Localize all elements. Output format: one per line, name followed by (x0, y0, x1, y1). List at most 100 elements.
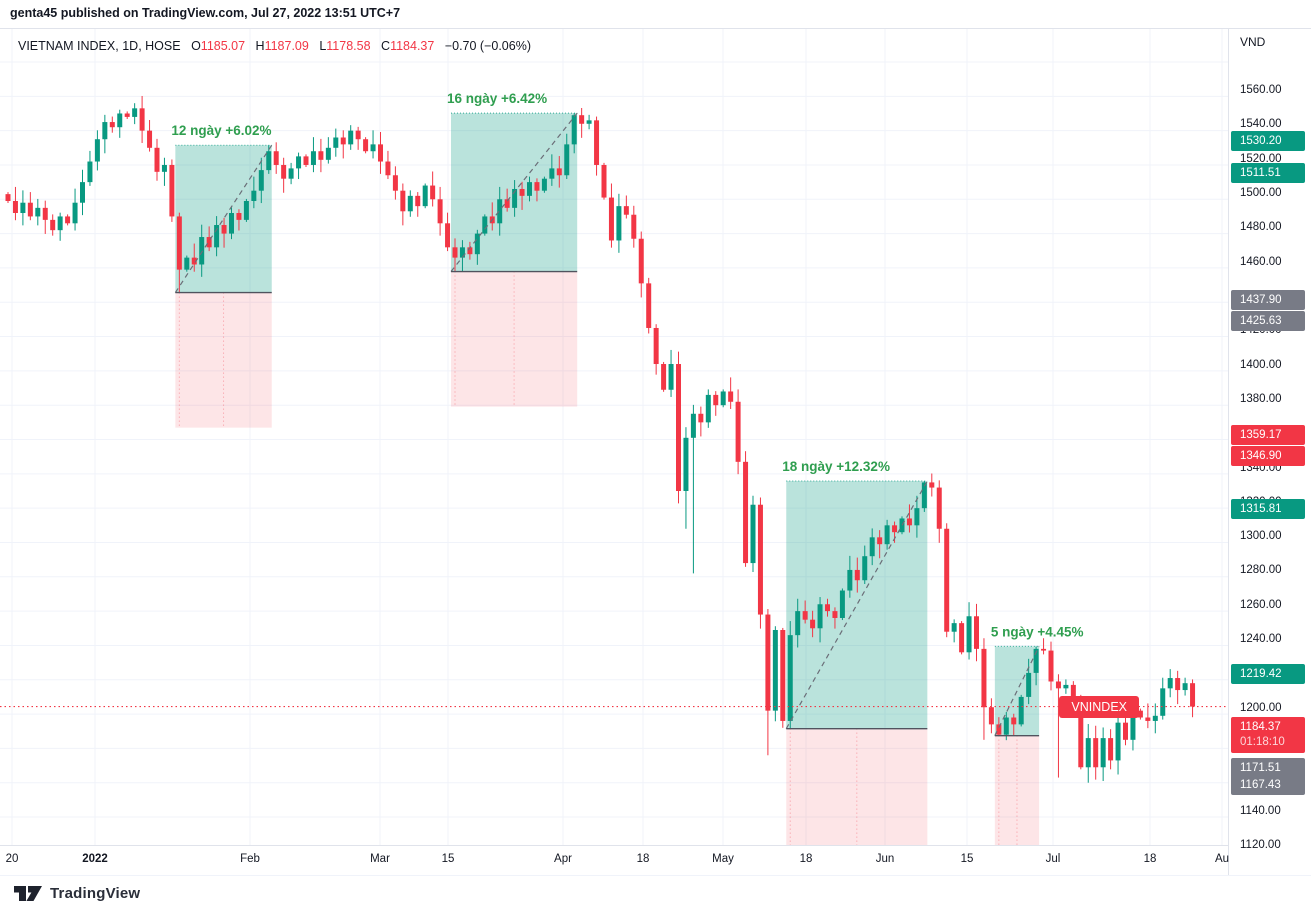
symbol-legend[interactable]: VIETNAM INDEX, 1D, HOSE O1185.07 H1187.0… (18, 39, 531, 53)
candle-body (20, 202, 26, 214)
candle-body (936, 487, 942, 529)
candle-body (966, 616, 972, 653)
open-value: 1185.07 (200, 39, 246, 53)
current-price-badge: 1184.37 01:18:10 (1231, 716, 1305, 753)
price-axis-label: 1120.00 (1240, 839, 1281, 852)
time-axis-label: 18 (1143, 853, 1157, 865)
candle-body (102, 122, 108, 140)
candle-body (631, 214, 637, 239)
price-axis[interactable]: VND 1560.00 1540.00 1520.00 1500.00 1480.00 1… (1228, 28, 1311, 876)
candle-body (854, 569, 860, 581)
candle-body (281, 164, 287, 179)
tradingview-logo-text: TradingView (50, 885, 141, 902)
time-axis-label: 15 (960, 853, 974, 865)
candle-body (594, 120, 600, 165)
candle-body (296, 156, 302, 169)
price-level-badge: 1511.51 (1231, 163, 1305, 184)
candle-body (527, 182, 532, 196)
candle-body (661, 364, 667, 390)
candle-body (534, 182, 540, 191)
pink-projection-box (451, 271, 578, 407)
candle-body (1108, 738, 1114, 761)
candle-body (147, 130, 153, 148)
candle-body (65, 216, 71, 224)
candle-body (512, 188, 518, 208)
candle-body (154, 147, 160, 172)
candle-body (817, 604, 823, 629)
open-label: O1185.07 (191, 39, 246, 53)
candle-body (608, 197, 614, 241)
candle-body (400, 190, 406, 212)
high-label: H1187.09 (255, 39, 309, 53)
candle-body (571, 115, 577, 145)
candle-body (541, 178, 547, 191)
candle-body (713, 394, 719, 406)
candle-body (1041, 648, 1047, 651)
candle-body (579, 115, 585, 124)
candle-body (109, 122, 115, 128)
candle-body (757, 504, 763, 615)
symbol-name: VIETNAM INDEX, 1D, HOSE (18, 39, 181, 53)
candle-body (623, 206, 629, 215)
time-axis-label: 18 (799, 853, 813, 865)
candle-body (348, 130, 354, 145)
time-axis-label: Feb (240, 853, 260, 865)
candle-body (35, 207, 41, 217)
candle-body (504, 199, 510, 208)
candlestick-chart[interactable]: 12 ngày +6.02% 16 ngày +6.42% 18 ngày +12.… (0, 29, 1228, 846)
price-axis-label: 1400.00 (1240, 358, 1282, 371)
candle-body (996, 724, 1002, 735)
candle-body (1026, 672, 1032, 697)
candle-body (124, 113, 130, 117)
time-axis[interactable]: 20 2022 Feb Mar 15 Apr 18 May 18 Jun 15 Jul 18 Au (0, 845, 1230, 876)
candle-body (221, 225, 227, 234)
candle-body (72, 202, 78, 224)
price-axis-label: 1240.00 (1240, 633, 1282, 646)
candle-body (676, 364, 681, 491)
candle-body (586, 120, 592, 124)
candle-body (988, 707, 994, 725)
time-axis-label: Jul (1045, 853, 1061, 865)
candle-body (452, 247, 458, 258)
candle-body (340, 137, 346, 145)
chart-pane[interactable]: 12 ngày +6.02% 16 ngày +6.42% 18 ngày +12.… (0, 28, 1228, 846)
price-level-badge: 1171.51 (1231, 757, 1305, 778)
candle-body (899, 518, 905, 533)
candle-body (437, 199, 443, 224)
time-axis-label: Au (1214, 853, 1230, 865)
candle-body (1137, 710, 1143, 718)
candle-body (1115, 722, 1121, 761)
candle-body (445, 223, 451, 248)
tradingview-logo[interactable]: TradingView (14, 885, 140, 902)
vnindex-price-flag[interactable]: VNINDEX (1059, 695, 1139, 718)
candle-body (229, 213, 234, 234)
candle-body (1063, 684, 1069, 689)
box-trend-diagonal (174, 144, 273, 293)
candle-body (325, 147, 331, 160)
candle-body (258, 170, 264, 191)
pink-projection-box (786, 728, 928, 846)
candle-body (1003, 717, 1009, 735)
candle-body (1070, 684, 1076, 697)
candle-body (184, 257, 190, 270)
price-level-badge: 1315.81 (1231, 499, 1305, 520)
candle-body (1130, 710, 1136, 740)
candle-body (50, 219, 56, 231)
candle-body (1182, 683, 1188, 691)
candle-body (653, 327, 659, 365)
candle-body (236, 213, 242, 220)
close-value: 1184.37 (390, 39, 435, 53)
close-label: C1184.37 (381, 39, 435, 53)
price-axis-label: 1560.00 (1240, 84, 1282, 96)
candle-body (80, 182, 85, 203)
price-axis-label: 1300.00 (1240, 530, 1282, 543)
price-axis-label: 1540.00 (1240, 118, 1282, 131)
price-axis-label: 1200.00 (1240, 701, 1282, 714)
candle-body (944, 528, 950, 632)
candle-body (795, 611, 801, 636)
candle-body (750, 504, 756, 564)
candle-body (839, 590, 845, 618)
price-axis-label: 1260.00 (1240, 598, 1282, 611)
candle-body (467, 247, 473, 255)
